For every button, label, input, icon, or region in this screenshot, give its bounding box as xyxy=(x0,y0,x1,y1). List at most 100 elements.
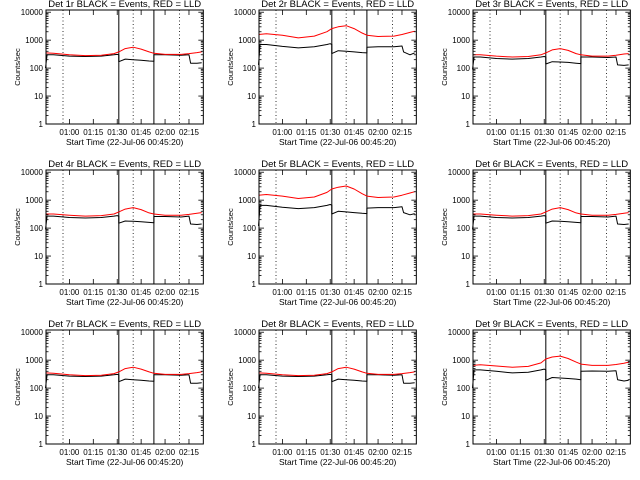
x-tick-label: 02:15 xyxy=(179,448,200,457)
y-tick-label: 10000 xyxy=(447,328,470,337)
series-line-lld xyxy=(45,366,202,377)
x-tick-label: 02:15 xyxy=(606,448,627,457)
y-tick-label: 10 xyxy=(461,252,470,261)
y-axis-label: Counts/sec xyxy=(440,368,449,406)
plot-frame xyxy=(258,169,418,285)
x-tick-label: 01:30 xyxy=(321,288,342,297)
series-line-events xyxy=(471,215,629,230)
y-axis-label: Counts/sec xyxy=(440,208,449,246)
y-tick-label: 1000 xyxy=(452,356,470,365)
y-tick-label: 1 xyxy=(465,280,470,289)
plot-frame xyxy=(258,329,418,445)
y-tick-label: 10000 xyxy=(447,168,470,177)
x-tick-label: 02:00 xyxy=(155,128,176,137)
y-tick-label: 10000 xyxy=(21,168,44,177)
y-tick-label: 1 xyxy=(252,280,257,289)
x-tick-label: 01:30 xyxy=(534,448,555,457)
series-line-events xyxy=(45,373,202,389)
chart-panel-4: Det 4r BLACK = Events, RED = LLD 1 10 100 10… xyxy=(13,160,204,307)
chart-panel-7: Det 7r BLACK = Events, RED = LLD 1 10 100 10… xyxy=(13,320,204,467)
x-axis-label: Start Time (22-Jul-06 00:45:20) xyxy=(66,297,184,307)
x-tick-label: 02:00 xyxy=(155,448,176,457)
y-tick-label: 10000 xyxy=(234,8,257,17)
x-axis-label: Start Time (22-Jul-06 00:45:20) xyxy=(493,457,611,467)
chart-title: Det 5r BLACK = Events, RED = LLD xyxy=(262,160,415,170)
chart-title: Det 7r BLACK = Events, RED = LLD xyxy=(48,320,201,330)
y-tick-label: 10 xyxy=(34,412,43,421)
plot-frame xyxy=(258,9,418,125)
y-tick-label: 100 xyxy=(456,224,470,233)
y-tick-label: 10000 xyxy=(234,328,257,337)
chart-title: Det 8r BLACK = Events, RED = LLD xyxy=(262,320,415,330)
x-axis-label: Start Time (22-Jul-06 00:45:20) xyxy=(279,457,397,467)
series-line-lld xyxy=(472,207,629,217)
y-tick-label: 1000 xyxy=(452,196,470,205)
x-tick-label: 01:00 xyxy=(59,128,80,137)
y-axis-label: Counts/sec xyxy=(226,208,235,246)
y-tick-label: 10 xyxy=(34,252,43,261)
y-tick-label: 10000 xyxy=(21,328,44,337)
x-tick-label: 01:45 xyxy=(558,288,579,297)
x-tick-label: 01:00 xyxy=(273,448,294,457)
y-tick-label: 100 xyxy=(30,224,44,233)
series-line-lld xyxy=(258,25,416,39)
x-tick-label: 01:30 xyxy=(534,128,555,137)
series-line-events xyxy=(258,43,416,65)
chart-title: Det 2r BLACK = Events, RED = LLD xyxy=(262,0,415,10)
y-tick-label: 1000 xyxy=(239,356,257,365)
series-line-events xyxy=(471,56,629,70)
x-axis-label: Start Time (22-Jul-06 00:45:20) xyxy=(279,137,397,147)
series-line-events xyxy=(258,204,416,226)
x-tick-label: 02:00 xyxy=(368,288,389,297)
series-line-lld xyxy=(258,366,416,377)
chart-title: Det 9r BLACK = Events, RED = LLD xyxy=(475,320,628,330)
x-tick-label: 01:45 xyxy=(344,288,365,297)
chart-title: Det 4r BLACK = Events, RED = LLD xyxy=(48,160,201,170)
x-tick-label: 02:15 xyxy=(392,288,413,297)
x-tick-label: 01:45 xyxy=(131,128,152,137)
plot-frame xyxy=(472,9,631,125)
x-tick-label: 01:15 xyxy=(510,288,531,297)
chart-panel-2: Det 2r BLACK = Events, RED = LLD 1 10 100 10… xyxy=(226,0,418,147)
y-tick-label: 10 xyxy=(247,252,256,261)
y-tick-label: 10 xyxy=(461,412,470,421)
x-tick-label: 02:00 xyxy=(582,128,603,137)
x-tick-label: 01:15 xyxy=(297,448,318,457)
x-tick-label: 01:00 xyxy=(273,288,294,297)
x-tick-label: 02:15 xyxy=(606,128,627,137)
x-axis-label: Start Time (22-Jul-06 00:45:20) xyxy=(66,457,184,467)
series-line-lld xyxy=(472,355,629,368)
y-tick-label: 1000 xyxy=(25,196,43,205)
x-tick-label: 01:00 xyxy=(486,448,507,457)
y-tick-label: 100 xyxy=(243,224,257,233)
y-tick-label: 100 xyxy=(30,384,44,393)
x-tick-label: 01:00 xyxy=(59,288,80,297)
y-tick-label: 10000 xyxy=(447,8,470,17)
x-tick-label: 02:00 xyxy=(582,288,603,297)
y-tick-label: 100 xyxy=(243,384,257,393)
y-tick-label: 1 xyxy=(252,120,257,129)
x-tick-label: 01:15 xyxy=(83,288,104,297)
x-tick-label: 01:45 xyxy=(131,448,152,457)
x-tick-label: 02:00 xyxy=(155,288,176,297)
x-tick-label: 02:15 xyxy=(179,128,200,137)
x-tick-label: 01:00 xyxy=(486,128,507,137)
x-tick-label: 02:15 xyxy=(606,288,627,297)
chart-panel-9: Det 9r BLACK = Events, RED = LLD 1 10 100 10… xyxy=(440,320,631,467)
series-line-events xyxy=(45,53,202,69)
y-axis-label: Counts/sec xyxy=(440,48,449,86)
series-line-lld xyxy=(45,46,202,57)
x-tick-label: 01:30 xyxy=(107,128,128,137)
x-tick-label: 01:45 xyxy=(558,128,579,137)
y-tick-label: 10000 xyxy=(21,8,44,17)
x-tick-label: 01:30 xyxy=(534,288,555,297)
x-tick-label: 01:30 xyxy=(321,128,342,137)
y-tick-label: 10000 xyxy=(234,168,257,177)
x-tick-label: 02:15 xyxy=(392,448,413,457)
y-tick-label: 1 xyxy=(39,120,44,129)
series-line-events xyxy=(258,373,416,389)
x-tick-label: 01:15 xyxy=(510,128,531,137)
x-axis-label: Start Time (22-Jul-06 00:45:20) xyxy=(66,137,184,147)
y-tick-label: 10 xyxy=(461,92,470,101)
